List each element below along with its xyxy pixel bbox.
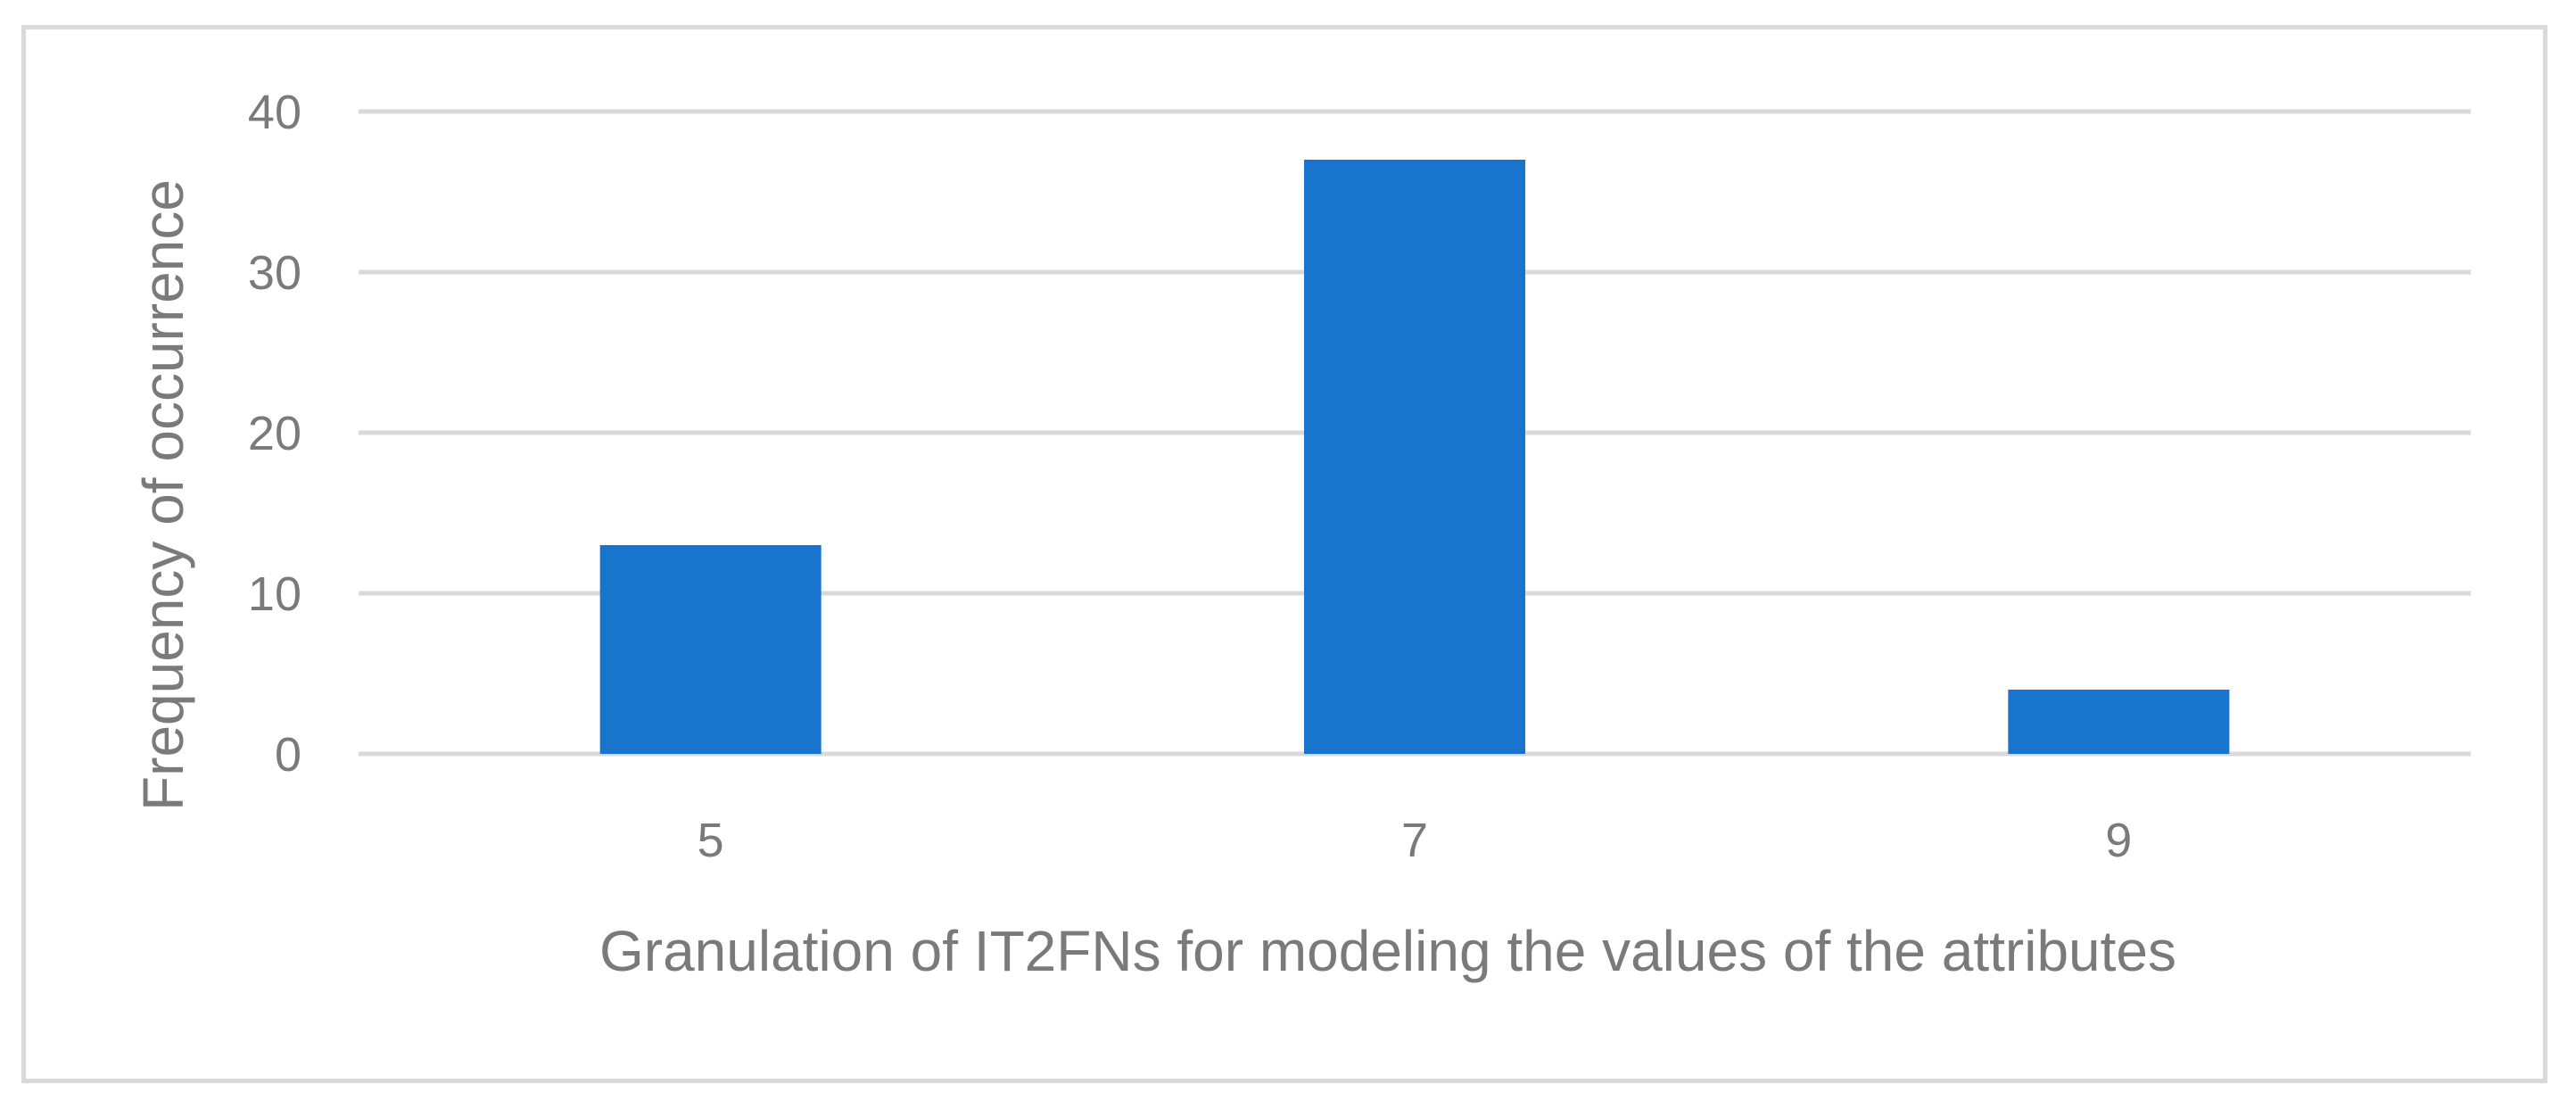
x-axis-ticks: 5 7 9 xyxy=(698,814,2133,867)
x-tick-label: 9 xyxy=(2105,814,2132,867)
y-axis-ticks: 0 10 20 30 40 xyxy=(248,86,301,782)
x-tick-label: 5 xyxy=(698,814,724,867)
x-axis-title: Granulation of IT2FNs for modeling the v… xyxy=(599,919,2176,983)
y-tick-label: 30 xyxy=(248,246,301,300)
y-tick-label: 20 xyxy=(248,407,301,460)
chart-frame xyxy=(21,25,2547,1083)
y-tick-label: 0 xyxy=(275,728,301,782)
bar-5 xyxy=(599,545,822,754)
y-axis-title: Frequency of occurrence xyxy=(131,179,195,811)
bar-9 xyxy=(2008,690,2230,754)
bar-7 xyxy=(1304,160,1525,754)
y-tick-label: 40 xyxy=(248,86,301,139)
x-tick-label: 7 xyxy=(1401,814,1428,867)
bars xyxy=(599,160,2230,754)
y-tick-label: 10 xyxy=(248,567,301,621)
